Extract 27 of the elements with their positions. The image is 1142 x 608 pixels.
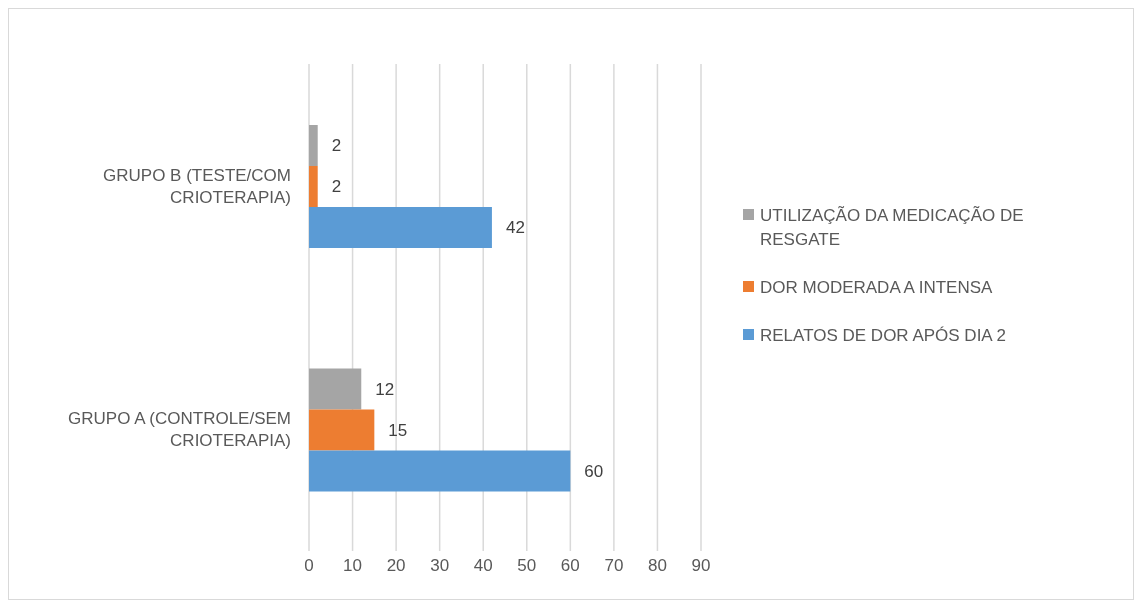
legend-label: UTILIZAÇÃO DA MEDICAÇÃO DE RESGATE <box>760 205 1024 251</box>
x-tick-label: 20 <box>386 556 406 576</box>
x-tick-label: 40 <box>473 556 493 576</box>
y-tick-label: GRUPO B (TESTE/COM CRIOTERAPIA) <box>103 165 291 207</box>
y-tick-label: GRUPO A (CONTROLE/SEM CRIOTERAPIA) <box>68 408 291 450</box>
data-label: 60 <box>584 461 604 481</box>
data-label: 2 <box>331 136 342 156</box>
legend-label: RELATOS DE DOR APÓS DIA 2 <box>760 325 1006 347</box>
bar <box>309 206 492 248</box>
data-label: 2 <box>331 177 342 197</box>
bar <box>309 124 318 166</box>
x-tick-label: 10 <box>343 556 363 576</box>
x-tick-label: 0 <box>304 556 314 576</box>
data-label: 12 <box>375 379 395 399</box>
x-tick-label: 50 <box>517 556 537 576</box>
x-tick-label: 60 <box>560 556 580 576</box>
x-tick-label: 30 <box>430 556 450 576</box>
x-tick-label: 70 <box>604 556 624 576</box>
bar <box>309 165 318 207</box>
bar <box>309 368 362 410</box>
data-label: 15 <box>388 420 408 440</box>
data-label: 42 <box>505 218 525 238</box>
bar <box>309 450 571 492</box>
legend-label: DOR MODERADA A INTENSA <box>760 277 993 299</box>
bar <box>309 409 375 451</box>
x-tick-label: 80 <box>647 556 667 576</box>
x-tick-label: 90 <box>691 556 711 576</box>
